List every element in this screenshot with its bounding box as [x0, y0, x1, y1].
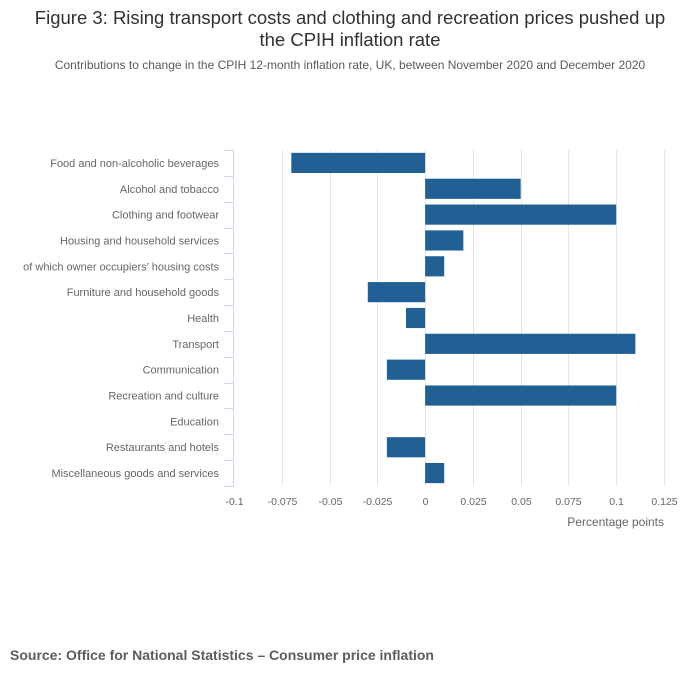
category-label: Furniture and household goods: [67, 287, 220, 299]
bar: [425, 256, 445, 277]
bar: [425, 230, 464, 251]
category-label: Recreation and culture: [108, 391, 219, 403]
category-label: Education: [170, 416, 219, 428]
chart-subtitle: Contributions to change in the CPIH 12-m…: [54, 58, 646, 72]
x-tick-label: 0: [423, 496, 429, 508]
category-label: Food and non-alcoholic beverages: [50, 158, 219, 170]
x-tick-label: 0.075: [555, 496, 581, 508]
category-label: Miscellaneous goods and services: [51, 468, 219, 480]
category-label: Alcohol and tobacco: [120, 184, 219, 196]
bar: [425, 462, 445, 484]
bars: [291, 152, 636, 484]
category-label: Communication: [143, 365, 219, 377]
chart-title: Figure 3: Rising transport costs and clo…: [34, 7, 666, 50]
x-tick-label: 0.1: [609, 496, 624, 508]
x-tick-labels: -0.1 -0.075 -0.05 -0.025 0 0.025 0.05 0.075 0.1 0…: [225, 496, 677, 508]
x-tick-label: 0.05: [511, 496, 532, 508]
category-label: Housing and household services: [60, 235, 219, 247]
bar: [406, 307, 426, 329]
bar: [425, 385, 617, 406]
category-label: Health: [187, 313, 219, 325]
category-label: Restaurants and hotels: [106, 442, 220, 454]
bar: [386, 437, 426, 458]
x-tick-label: 0.125: [651, 496, 677, 508]
bar: [291, 152, 426, 174]
bar: [386, 359, 426, 380]
bar: [425, 333, 636, 354]
x-tick-label: -0.075: [268, 496, 298, 508]
x-tick-label: 0.025: [460, 496, 486, 508]
category-labels: Food and non-alcoholic beverages Alcohol …: [23, 158, 219, 480]
grid-lines: [282, 150, 665, 486]
x-tick-label: -0.1: [225, 496, 243, 508]
bar: [425, 178, 521, 199]
x-tick-label: -0.025: [363, 496, 393, 508]
source-note: Source: Office for National Statistics –…: [10, 647, 434, 663]
y-axis: [224, 150, 234, 487]
bar: [367, 282, 426, 303]
x-tick-label: -0.05: [319, 496, 343, 508]
category-label: of which owner occupiers’ housing costs: [23, 261, 219, 273]
category-label: Transport: [172, 339, 219, 351]
x-axis-title: Percentage points: [567, 515, 664, 529]
bar: [425, 204, 617, 225]
category-label: Clothing and footwear: [112, 210, 219, 222]
